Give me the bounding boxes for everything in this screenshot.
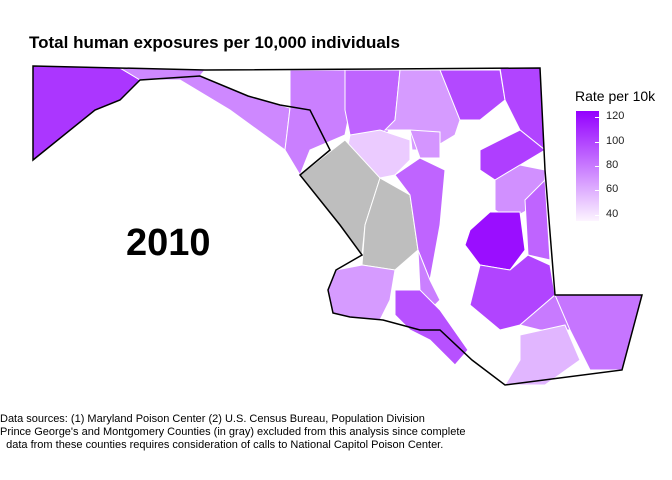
county-region bbox=[394, 157, 446, 282]
state-outline bbox=[32, 65, 643, 386]
legend-tick-mark bbox=[595, 141, 599, 143]
legend-tick-mark bbox=[595, 190, 599, 192]
map-title: Total human exposures per 10,000 individ… bbox=[29, 33, 400, 52]
legend-tick-label: 100 bbox=[606, 134, 625, 147]
note-line-1: Data sources: (1) Maryland Poison Center… bbox=[0, 413, 425, 425]
legend-tick-mark bbox=[595, 117, 599, 119]
data-sources-note: Data sources: (1) Maryland Poison Center… bbox=[0, 413, 466, 452]
legend-tick-label: 120 bbox=[606, 110, 625, 123]
county-region bbox=[394, 289, 469, 366]
county-region bbox=[464, 211, 526, 271]
legend-tick-mark bbox=[595, 214, 599, 216]
county-region bbox=[409, 129, 441, 159]
legend-tick-label: 80 bbox=[606, 159, 619, 171]
county-region bbox=[327, 264, 396, 321]
county-region bbox=[524, 178, 551, 261]
legend-title: Rate per 10k bbox=[575, 88, 656, 104]
legend-tick-label: 40 bbox=[606, 207, 619, 220]
legend-colorbar bbox=[576, 111, 599, 221]
legend-tick-mark bbox=[595, 166, 599, 167]
county-region bbox=[439, 69, 506, 121]
regions-layer bbox=[32, 65, 643, 386]
year-label: 2010 bbox=[126, 222, 211, 264]
note-line-3: data from these counties requires consid… bbox=[0, 439, 444, 451]
legend-tick-label: 60 bbox=[606, 183, 619, 196]
county-region bbox=[504, 324, 581, 386]
note-line-2: Prince George's and Montgomery Counties … bbox=[0, 426, 466, 438]
county-region bbox=[32, 65, 141, 162]
